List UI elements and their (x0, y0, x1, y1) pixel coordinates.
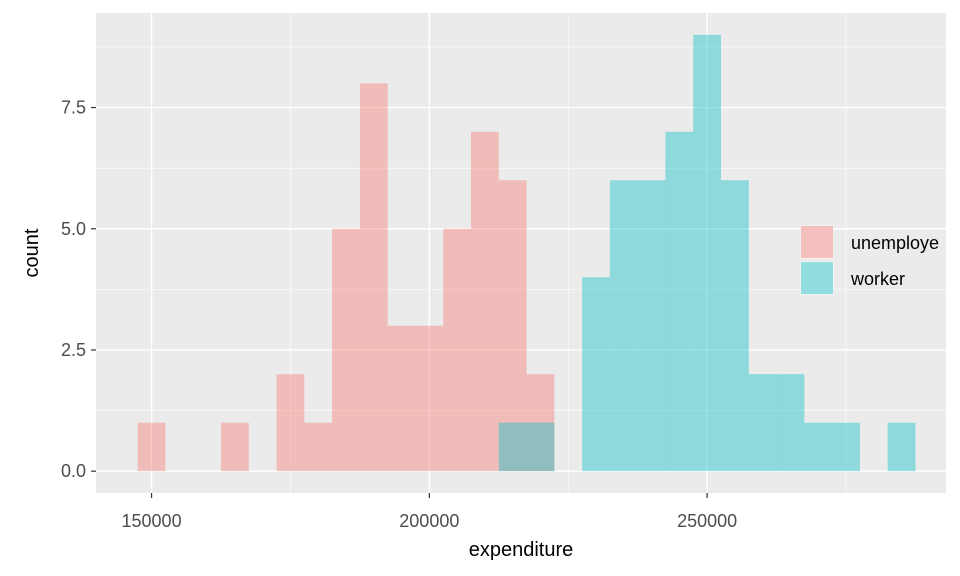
histogram-bar-unemploye (332, 228, 360, 472)
y-tick-label: 5.0 (61, 219, 86, 239)
legend-key-background (800, 225, 834, 259)
x-tick-label: 250000 (677, 511, 737, 531)
y-axis: 0.0 2.5 5.0 7.5 (61, 98, 96, 481)
histogram-bar-worker (887, 422, 916, 472)
legend-label-worker: worker (850, 269, 905, 289)
histogram-bar-worker (498, 422, 527, 472)
histogram-bar-unemploye (526, 374, 555, 472)
histogram-bar-worker (776, 374, 805, 472)
histogram-bar-worker (609, 180, 638, 472)
histogram-bar-unemploye (137, 422, 166, 472)
legend-key-background (800, 261, 834, 295)
histogram-bar-unemploye (359, 83, 388, 472)
histogram-bar-worker (665, 131, 694, 472)
histogram-bar-unemploye (471, 131, 499, 472)
histogram-bar-unemploye (387, 325, 416, 472)
histogram-bar-worker (693, 34, 721, 472)
histogram-bar-worker (804, 422, 833, 472)
y-tick-label: 0.0 (61, 461, 86, 481)
major-gridlines (96, 13, 946, 493)
histogram-bar-worker (832, 422, 860, 472)
histogram-bar-unemploye (276, 374, 305, 472)
histogram-bar-unemploye (443, 228, 471, 472)
x-tick-label: 150000 (122, 511, 182, 531)
y-axis-title: count (21, 228, 43, 277)
histogram-bar-worker (637, 180, 666, 472)
histogram-bar-unemploye (221, 422, 249, 472)
histogram-bars (137, 34, 916, 472)
legend-label-unemploye: unemploye (851, 233, 939, 253)
histogram-bar-worker (748, 374, 777, 472)
legend: unemploye worker (800, 225, 939, 295)
y-tick-label: 7.5 (61, 98, 86, 118)
histogram-bar-unemploye (304, 422, 333, 472)
y-tick-label: 2.5 (61, 340, 86, 360)
legend-key-worker (801, 262, 833, 294)
legend-key-unemploye (801, 226, 833, 258)
histogram-bar-unemploye (498, 180, 527, 472)
x-tick-label: 200000 (399, 511, 459, 531)
histogram-bar-worker (582, 277, 610, 472)
histogram-bar-worker (526, 422, 555, 472)
minor-gridlines (96, 13, 946, 493)
x-axis-title: expenditure (469, 539, 574, 561)
x-axis: 150000 200000 250000 (122, 493, 737, 531)
histogram-bar-unemploye (415, 325, 444, 472)
histogram-bar-worker (721, 180, 749, 472)
